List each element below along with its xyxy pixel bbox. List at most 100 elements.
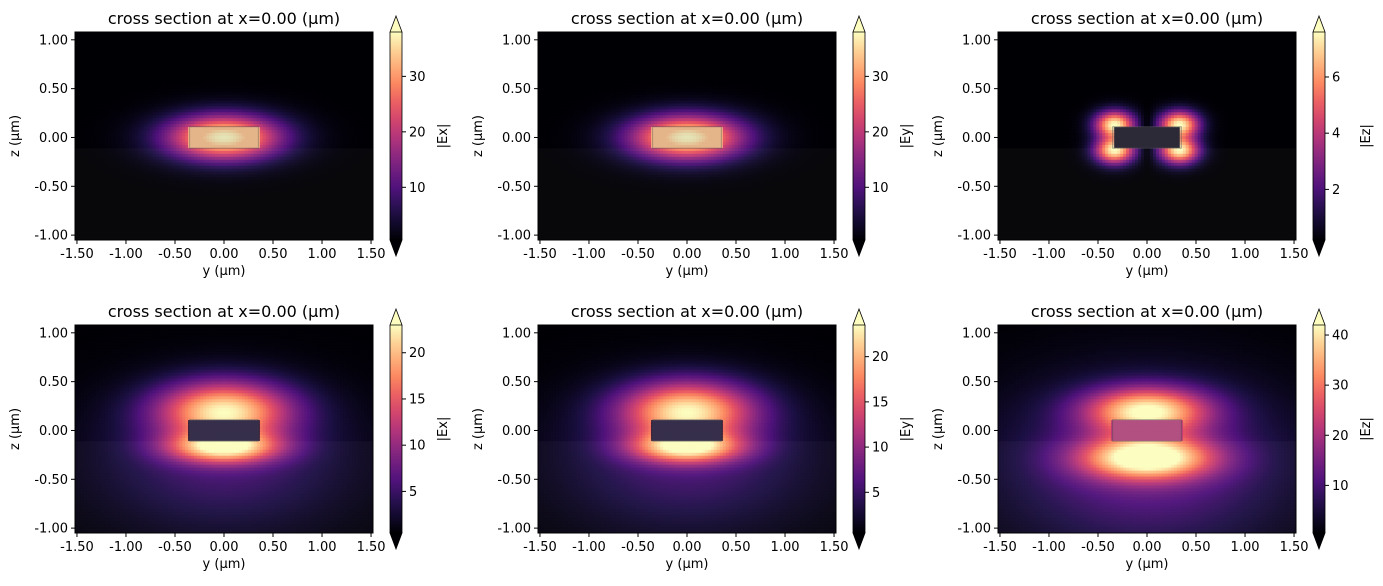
heatmap-cell bbox=[179, 97, 183, 101]
heatmap-cell bbox=[164, 171, 168, 176]
heatmap-cell bbox=[95, 32, 100, 36]
heatmap-cell bbox=[200, 195, 204, 199]
heatmap-cell bbox=[194, 219, 198, 223]
heatmap-cell bbox=[206, 213, 210, 217]
heatmap-cell bbox=[182, 37, 186, 42]
heatmap-cell bbox=[134, 37, 139, 42]
heatmap-cell bbox=[128, 225, 133, 229]
heatmap-cell bbox=[95, 192, 100, 197]
heatmap-cell bbox=[253, 147, 258, 152]
heatmap-cell bbox=[86, 85, 91, 90]
heatmap-cell bbox=[167, 183, 171, 188]
heatmap-cell bbox=[164, 162, 168, 167]
heatmap-cell bbox=[179, 144, 183, 149]
heatmap-cell bbox=[170, 130, 174, 134]
heatmap-cell bbox=[146, 186, 151, 191]
heatmap-cell bbox=[167, 201, 171, 205]
heatmap-cell bbox=[235, 144, 240, 149]
heatmap-cell bbox=[104, 186, 109, 191]
heatmap-cell bbox=[98, 237, 103, 240]
heatmap-cell bbox=[173, 228, 177, 232]
heatmap-cell bbox=[244, 70, 249, 75]
heatmap-cell bbox=[170, 207, 174, 211]
heatmap-cell bbox=[253, 174, 258, 179]
heatmap-cell bbox=[170, 100, 174, 104]
heatmap-cell bbox=[119, 76, 124, 81]
heatmap-cell bbox=[80, 219, 85, 223]
heatmap-cell bbox=[92, 204, 97, 208]
heatmap-cell bbox=[194, 150, 198, 155]
heatmap-cell bbox=[125, 52, 130, 57]
heatmap-cell bbox=[75, 112, 79, 116]
heatmap-cell bbox=[191, 133, 195, 137]
heatmap-cell bbox=[77, 79, 82, 84]
heatmap-cell bbox=[146, 231, 151, 235]
heatmap-cell bbox=[98, 171, 103, 176]
heatmap-cell bbox=[206, 94, 210, 98]
heatmap-cell bbox=[110, 121, 115, 125]
heatmap-cell bbox=[218, 58, 222, 63]
heatmap-cell bbox=[259, 67, 264, 72]
heatmap-cell bbox=[188, 70, 192, 75]
heatmap-cell bbox=[247, 180, 252, 185]
heatmap-cell bbox=[125, 70, 130, 75]
heatmap-cell bbox=[161, 88, 165, 93]
heatmap-cell bbox=[182, 130, 186, 134]
heatmap-cell bbox=[143, 100, 148, 104]
heatmap-cell bbox=[173, 159, 177, 164]
heatmap-cell bbox=[232, 109, 237, 113]
heatmap-cell bbox=[176, 97, 180, 101]
heatmap-cell bbox=[122, 49, 127, 54]
heatmap-cell bbox=[77, 156, 82, 161]
heatmap-cell bbox=[122, 138, 127, 143]
heatmap-cell bbox=[161, 37, 165, 42]
heatmap-cell bbox=[256, 213, 261, 217]
heatmap-cell bbox=[80, 91, 85, 95]
heatmap-cell bbox=[244, 207, 249, 211]
heatmap-cell bbox=[119, 130, 124, 134]
heatmap-cell bbox=[203, 94, 207, 98]
heatmap-cell bbox=[116, 73, 121, 78]
heatmap-cell bbox=[262, 124, 267, 128]
heatmap-cell bbox=[116, 49, 121, 54]
heatmap-cell bbox=[113, 37, 118, 42]
heatmap-cell bbox=[256, 171, 261, 176]
heatmap-cell bbox=[250, 58, 255, 63]
heatmap-cell bbox=[212, 127, 216, 131]
heatmap-cell bbox=[164, 213, 168, 217]
heatmap-cell bbox=[212, 100, 216, 104]
heatmap-cell bbox=[250, 237, 255, 240]
heatmap-cell bbox=[173, 201, 177, 205]
heatmap-cell bbox=[262, 234, 267, 238]
heatmap-cell bbox=[200, 121, 204, 125]
heatmap-cell bbox=[235, 133, 240, 137]
heatmap-cell bbox=[80, 79, 85, 84]
heatmap-cell bbox=[83, 186, 88, 191]
heatmap-cell bbox=[176, 162, 180, 167]
heatmap-cell bbox=[92, 216, 97, 220]
heatmap-cell bbox=[191, 183, 195, 188]
heatmap-cell bbox=[95, 91, 100, 95]
heatmap-cell bbox=[265, 58, 270, 63]
heatmap-cell bbox=[226, 186, 231, 191]
heatmap-cell bbox=[191, 58, 195, 63]
heatmap-cell bbox=[200, 64, 204, 69]
heatmap-cell bbox=[113, 180, 118, 185]
heatmap-cell bbox=[179, 40, 183, 45]
heatmap-cell bbox=[137, 67, 142, 72]
heatmap-cell bbox=[170, 67, 174, 72]
heatmap-cell bbox=[164, 141, 168, 146]
heatmap-cell bbox=[235, 198, 240, 202]
heatmap-cell bbox=[110, 192, 115, 197]
heatmap-cell bbox=[179, 103, 183, 107]
heatmap-cell bbox=[179, 162, 183, 167]
heatmap-cell bbox=[161, 130, 165, 134]
heatmap-cell bbox=[89, 124, 94, 128]
heatmap-cell bbox=[113, 133, 118, 137]
heatmap-cell bbox=[247, 186, 252, 191]
heatmap-cell bbox=[116, 118, 121, 122]
heatmap-cell bbox=[194, 147, 198, 152]
heatmap-cell bbox=[215, 180, 219, 185]
heatmap-cell bbox=[107, 174, 112, 179]
heatmap-cell bbox=[167, 180, 171, 185]
